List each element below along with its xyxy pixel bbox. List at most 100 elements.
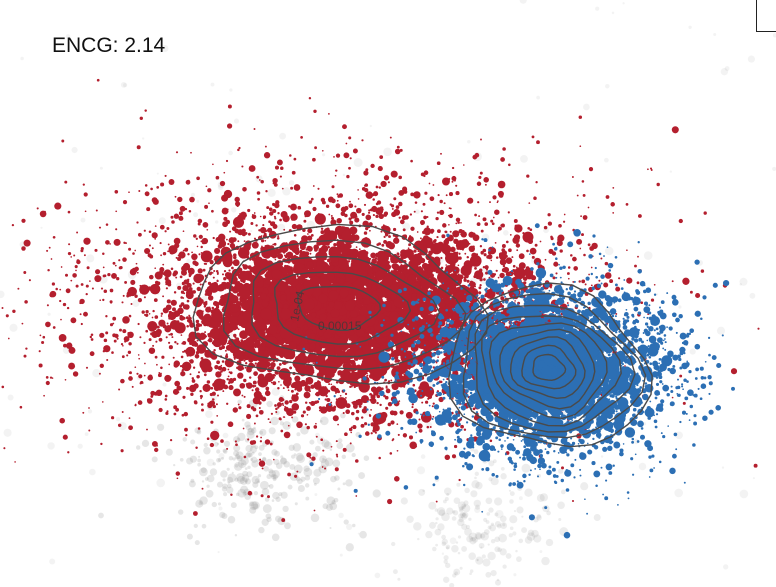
group-a-point: [67, 451, 70, 454]
group-a-point: [162, 263, 165, 266]
background-point: [9, 323, 18, 332]
background-point: [418, 488, 426, 496]
group-a-point: [229, 371, 233, 375]
group-a-point: [391, 207, 394, 210]
group-a-point: [335, 440, 338, 443]
group-a-point: [398, 201, 403, 207]
group-a-point: [21, 246, 26, 251]
background-point: [221, 456, 224, 460]
group-a-point: [151, 232, 158, 239]
group-a-point: [223, 171, 226, 174]
group-a-point: [213, 348, 216, 352]
group-a-point: [241, 165, 244, 168]
group-a-point: [52, 326, 56, 329]
group-a-point: [231, 266, 234, 270]
group-a-point: [508, 248, 512, 253]
group-a-point: [484, 183, 487, 186]
background-point: [196, 199, 200, 203]
group-a-point: [357, 400, 360, 402]
group-a-point: [376, 401, 379, 405]
group-a-point: [198, 222, 201, 225]
group-a-point: [149, 254, 154, 259]
group-a-point: [165, 336, 168, 339]
background-point: [749, 292, 756, 299]
background-point: [246, 430, 255, 439]
group-a-point: [162, 307, 169, 314]
group-a-point: [410, 159, 413, 163]
group-a-point: [281, 518, 286, 523]
background-point: [329, 502, 338, 511]
group-a-point: [55, 287, 58, 291]
background-point: [219, 511, 226, 519]
background-point: [518, 496, 523, 501]
background-point: [413, 522, 422, 531]
group-a-point: [463, 428, 467, 431]
group-a-point: [402, 228, 406, 232]
group-a-point: [287, 389, 290, 392]
group-a-point: [194, 400, 198, 405]
background-point: [226, 486, 234, 494]
group-a-point: [424, 191, 428, 195]
background-point: [267, 188, 276, 197]
group-a-point: [304, 385, 311, 392]
background-point: [490, 570, 497, 577]
group-a-point: [179, 364, 183, 368]
group-a-point: [222, 301, 225, 303]
background-point: [272, 491, 280, 500]
background-point: [469, 569, 474, 573]
background-point: [494, 546, 501, 553]
group-a-point: [170, 215, 174, 219]
group-a-point: [170, 267, 174, 271]
background-point: [251, 501, 260, 510]
background-point: [461, 513, 468, 520]
group-a-point: [394, 148, 401, 155]
background-point: [283, 461, 290, 468]
group-a-point: [387, 498, 393, 505]
group-a-point: [235, 201, 241, 207]
group-a-point: [451, 166, 455, 170]
group-a-point: [441, 234, 446, 239]
group-a-point: [1, 385, 5, 389]
group-a-point: [188, 315, 191, 318]
group-a-point: [355, 495, 358, 497]
group-a-point: [102, 298, 105, 302]
group-a-point: [192, 511, 198, 516]
group-a-point: [199, 389, 202, 393]
group-a-point: [144, 184, 148, 187]
background-point: [234, 464, 239, 468]
background-point: [249, 501, 255, 507]
group-a-point: [221, 347, 224, 350]
group-a-point: [531, 135, 535, 139]
background-point: [270, 473, 277, 480]
group-a-point: [231, 237, 237, 242]
background-point: [486, 512, 491, 516]
group-a-point: [85, 292, 88, 296]
group-a-point: [250, 222, 254, 225]
background-point: [268, 484, 274, 489]
group-a-point: [168, 179, 175, 185]
background-point: [558, 517, 562, 522]
group-a-point: [421, 401, 424, 404]
group-a-point: [314, 400, 318, 404]
background-point: [251, 428, 254, 432]
group-a-point: [210, 386, 214, 390]
group-a-point: [156, 202, 159, 205]
group-a-point: [45, 376, 49, 379]
group-a-point: [278, 380, 280, 383]
background-point: [241, 474, 250, 482]
group-a-point: [176, 342, 179, 345]
group-a-point: [320, 406, 327, 413]
group-a-point: [396, 423, 399, 425]
group-a-point: [335, 203, 341, 209]
background-point: [428, 501, 437, 510]
group-a-point: [180, 355, 184, 359]
group-a-point: [172, 307, 176, 312]
background-point: [329, 526, 332, 530]
group-a-point: [417, 423, 423, 429]
group-a-point: [150, 390, 156, 396]
background-point: [490, 522, 495, 526]
group-a-point: [463, 278, 467, 282]
group-a-point: [194, 261, 199, 267]
group-a-point: [410, 192, 415, 197]
group-a-point: [477, 201, 480, 204]
